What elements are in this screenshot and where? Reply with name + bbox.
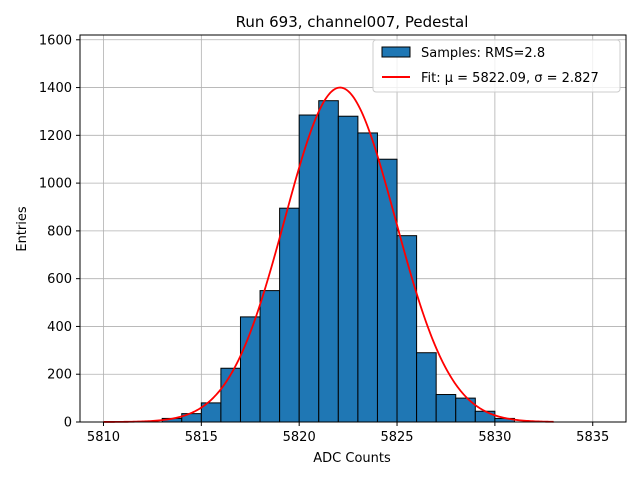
y-axis-title: Entries (15, 206, 30, 252)
legend-histogram-label: Samples: RMS=2.8 (421, 46, 545, 61)
x-tick-label: 5810 (87, 430, 120, 445)
y-tick-label: 400 (47, 320, 72, 335)
histogram-bar (435, 394, 457, 423)
legend-box (372, 39, 621, 93)
x-tick-label: 5815 (185, 430, 218, 445)
histogram-bar (416, 352, 437, 423)
legend-histogram-swatch (381, 46, 411, 58)
y-tick-label: 1600 (39, 33, 72, 48)
legend-fit-label: Fit: μ = 5822.09, σ = 2.827 (421, 71, 599, 86)
y-tick-label: 1000 (39, 177, 72, 192)
y-tick-label: 600 (47, 272, 72, 287)
histogram-bar (259, 290, 281, 423)
histogram-bar (474, 410, 496, 423)
fit-curve (103, 86, 554, 423)
y-tick-label: 200 (47, 368, 72, 383)
histogram-bar (357, 132, 378, 423)
x-tick-label: 5830 (478, 430, 511, 445)
histogram-bar (376, 158, 398, 423)
x-axis-title: ADC Counts (313, 451, 391, 466)
y-tick-label: 1400 (39, 81, 72, 96)
fit-curve-group (103, 86, 554, 423)
x-tick-label: 5825 (380, 430, 413, 445)
histogram-bar (318, 100, 339, 423)
chart-title: Run 693, channel007, Pedestal (236, 13, 469, 31)
x-tick-label: 5835 (576, 430, 609, 445)
legend: Samples: RMS=2.8 Fit: μ = 5822.09, σ = 2… (372, 39, 621, 93)
x-tick-label: 5820 (283, 430, 316, 445)
histogram-bar (279, 207, 300, 423)
histogram-bar (337, 115, 359, 423)
histogram-bar (298, 114, 320, 423)
y-tick-label: 1200 (39, 129, 72, 144)
x-axis-ticks: 5810 5815 5820 5825 5830 5835 (87, 422, 609, 445)
histogram-bars (161, 100, 515, 423)
y-tick-label: 800 (47, 224, 72, 239)
plot-frame (79, 34, 627, 423)
y-axis-ticks: 0 200 400 600 800 1000 1200 1400 1600 (39, 33, 80, 431)
y-tick-label: 0 (64, 416, 72, 431)
